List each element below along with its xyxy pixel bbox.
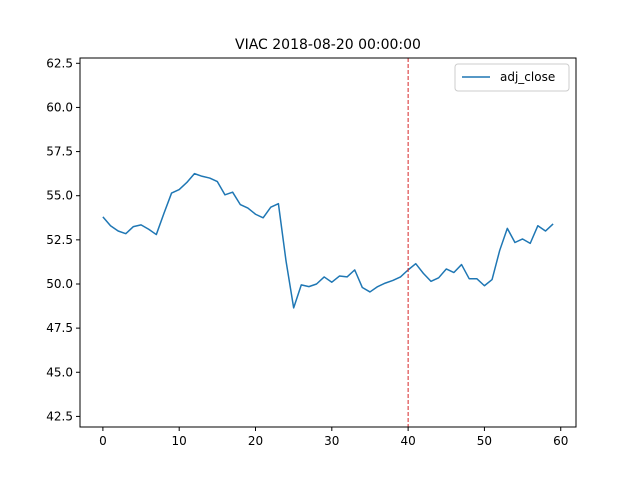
y-tick-label: 55.0 <box>46 189 73 203</box>
y-tick-label: 50.0 <box>46 277 73 291</box>
y-tick-label: 45.0 <box>46 365 73 379</box>
x-tick-label: 50 <box>477 434 492 448</box>
y-tick-label: 57.5 <box>46 145 73 159</box>
x-tick-label: 0 <box>99 434 107 448</box>
chart-title: VIAC 2018-08-20 00:00:00 <box>235 37 421 53</box>
legend-label: adj_close <box>500 70 555 84</box>
x-tick-label: 30 <box>324 434 339 448</box>
y-tick-label: 60.0 <box>46 100 73 114</box>
axes-frame <box>79 57 577 428</box>
x-tick-label: 40 <box>400 434 415 448</box>
y-tick-label: 62.5 <box>46 56 73 70</box>
y-tick-label: 52.5 <box>46 233 73 247</box>
y-tick-label: 42.5 <box>46 409 73 423</box>
legend: adj_close <box>454 63 570 92</box>
legend-box <box>454 63 570 92</box>
x-tick-label: 60 <box>553 434 568 448</box>
plot-area: 0 10 20 30 40 50 60 42.5 45.0 47.5 50.0 52.5 55.0 57.… <box>46 56 577 448</box>
x-tick-label: 10 <box>172 434 187 448</box>
series-line-adj_close <box>102 172 554 309</box>
x-tick-label: 20 <box>248 434 263 448</box>
y-tick-label: 47.5 <box>46 321 73 335</box>
